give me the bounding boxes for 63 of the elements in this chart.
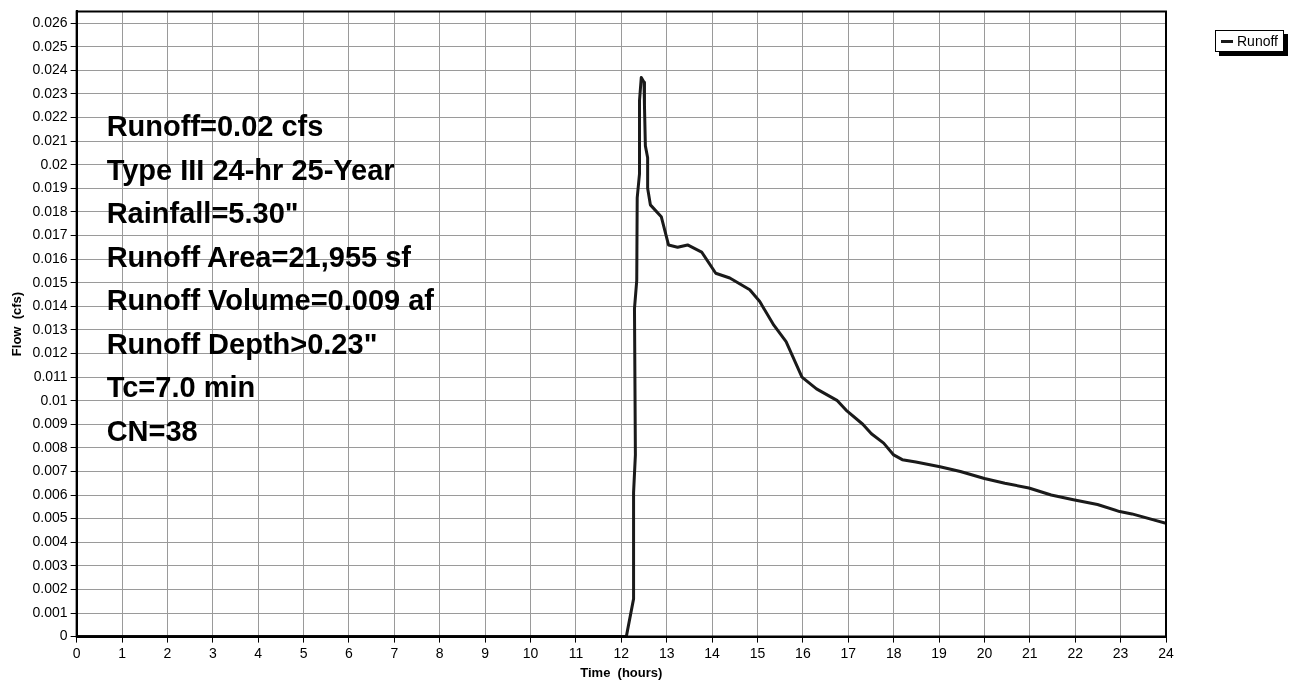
x-tick-label: 2: [163, 644, 172, 661]
x-tick-label: 8: [435, 644, 444, 661]
y-tick-label: 0: [59, 627, 68, 644]
x-tick-label: 7: [390, 644, 399, 661]
y-tick-label: 0.023: [32, 84, 68, 101]
y-tick-label: 0.018: [32, 202, 68, 219]
y-tick-label: 0.022: [32, 108, 68, 125]
annotation: Runoff=0.02 cfs: [106, 110, 324, 143]
y-tick-label: 0.019: [32, 179, 68, 196]
y-tick-label: 0.026: [32, 14, 68, 31]
y-tick-label: 0.011: [33, 367, 68, 384]
annotation: Tc=7.0 min: [106, 371, 256, 404]
y-tick-label: 0.001: [32, 603, 68, 620]
x-tick-label: 4: [254, 644, 263, 661]
x-tick-label: 6: [345, 644, 354, 661]
y-tick-label: 0.014: [32, 297, 68, 314]
y-tick-label: 0.009: [32, 415, 68, 432]
x-tick-label: 13: [658, 644, 675, 661]
annotation: Runoff Volume=0.009 af: [106, 284, 435, 317]
y-tick-label: 0.013: [32, 320, 68, 337]
y-tick-label: 0.003: [32, 556, 68, 573]
x-tick-label: 11: [568, 644, 584, 661]
y-tick-label: 0.016: [32, 249, 68, 266]
y-tick-label: 0.002: [32, 580, 68, 597]
x-tick-label: 21: [1022, 644, 1038, 661]
annotation: CN=38: [106, 414, 198, 447]
x-tick-label: 24: [1158, 644, 1174, 661]
y-tick-label: 0.02: [40, 155, 68, 172]
y-tick-label: 0.01: [40, 391, 68, 408]
x-tick-label: 19: [931, 644, 948, 661]
annotation: Type III 24-hr 25-Year: [106, 153, 395, 186]
y-tick-label: 0.005: [32, 509, 68, 526]
y-tick-label: 0.008: [32, 438, 68, 455]
y-axis-title: Flow (cfs): [9, 291, 25, 357]
legend-label: Runoff: [1237, 33, 1278, 49]
x-tick-label: 0: [72, 644, 81, 661]
x-tick-label: 5: [299, 644, 308, 661]
y-tick-label: 0.015: [32, 273, 68, 290]
x-tick-label: 3: [208, 644, 217, 661]
y-tick-label: 0.012: [32, 344, 68, 361]
x-tick-label: 16: [795, 644, 811, 661]
x-tick-label: 20: [976, 644, 993, 661]
x-tick-label: 23: [1112, 644, 1129, 661]
x-tick-label: 14: [704, 644, 721, 661]
y-tick-label: 0.021: [32, 132, 68, 149]
y-tick-label: 0.007: [32, 462, 68, 479]
x-tick-label: 10: [522, 644, 539, 661]
x-tick-label: 22: [1067, 644, 1084, 661]
y-tick-label: 0.006: [32, 485, 68, 502]
annotation: Runoff Area=21,955 sf: [106, 240, 412, 273]
x-axis-title: Time (hours): [580, 664, 663, 680]
y-tick-label: 0.004: [32, 533, 68, 550]
y-tick-label: 0.024: [32, 61, 68, 78]
annotation: Rainfall=5.30": [106, 197, 299, 230]
x-tick-label: 12: [613, 644, 630, 661]
x-tick-label: 15: [749, 644, 766, 661]
x-tick-label: 17: [840, 644, 857, 661]
y-tick-label: 0.017: [32, 226, 68, 243]
x-tick-label: 1: [118, 644, 127, 661]
annotation: Runoff Depth>0.23": [106, 327, 378, 360]
x-tick-label: 18: [885, 644, 902, 661]
y-tick-label: 0.025: [32, 37, 68, 54]
x-tick-label: 9: [481, 644, 490, 661]
